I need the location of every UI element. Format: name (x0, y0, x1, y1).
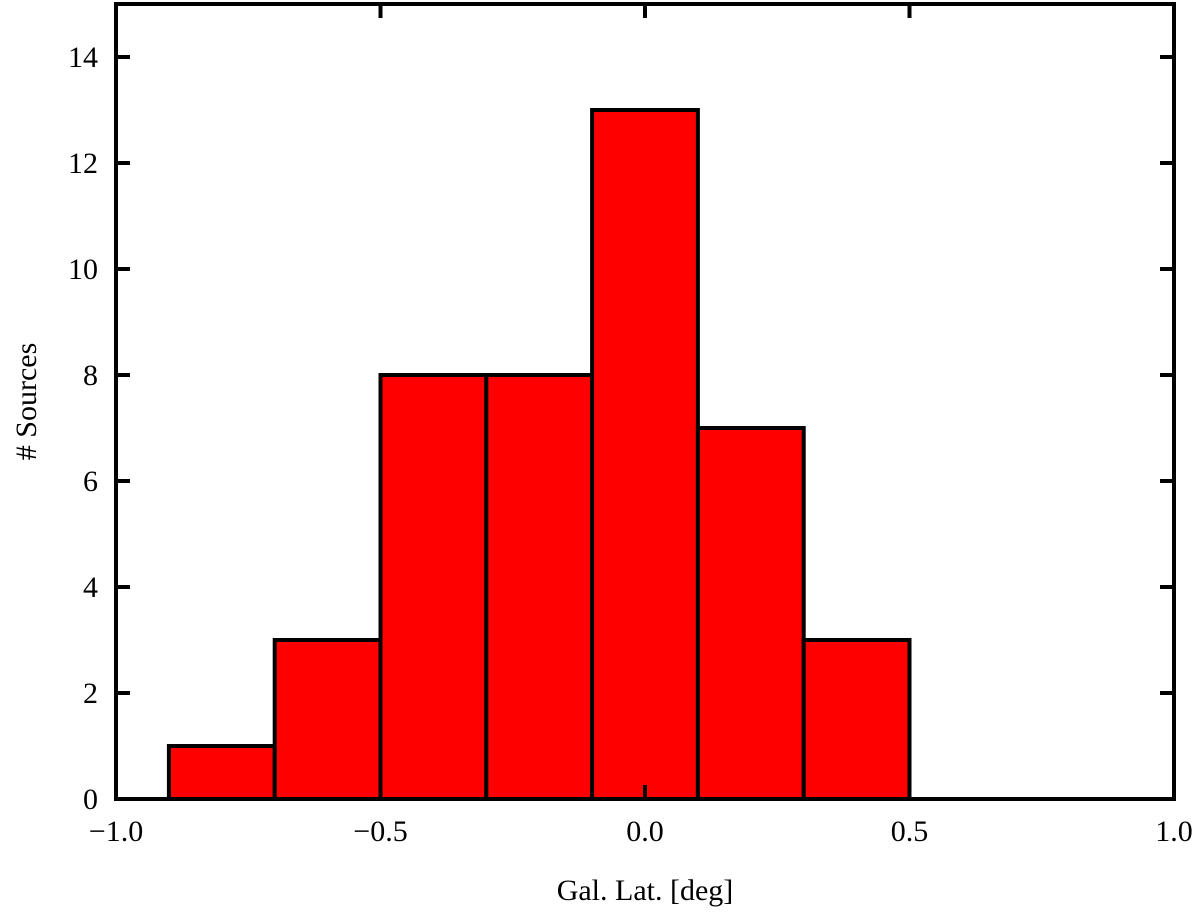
x-tick-label: 0.0 (626, 815, 664, 848)
tick-labels-group: −1.0 −0.5 0.0 0.5 1.0 0 2 4 6 8 10 12 14 (68, 41, 1193, 848)
y-tick-label: 8 (83, 359, 98, 392)
histogram-bar-5 (590, 108, 700, 801)
y-tick-label: 4 (83, 571, 98, 604)
y-tick-label: 12 (68, 147, 98, 180)
bars-group (166, 108, 912, 801)
x-tick-label: 1.0 (1155, 815, 1193, 848)
histogram-bar-1 (166, 744, 277, 801)
y-tick-label: 14 (68, 41, 98, 74)
y-tick-label: 2 (83, 677, 98, 710)
y-axis-label: # Sources (10, 343, 43, 460)
histogram-bar-7 (801, 638, 912, 801)
x-axis-label: Gal. Lat. [deg] (557, 874, 734, 907)
x-tick-label: −1.0 (89, 815, 143, 848)
y-tick-label: 6 (83, 465, 98, 498)
x-tick-label: −0.5 (353, 815, 407, 848)
histogram-bar-4 (484, 373, 595, 801)
y-tick-label: 0 (83, 783, 98, 816)
histogram-bar-2 (272, 638, 383, 801)
histogram-bar-6 (695, 426, 806, 801)
ticks-group (114, 4, 1176, 801)
y-tick-label: 10 (68, 253, 98, 286)
x-tick-label: 0.5 (891, 815, 929, 848)
histogram-bar-3 (378, 373, 489, 801)
